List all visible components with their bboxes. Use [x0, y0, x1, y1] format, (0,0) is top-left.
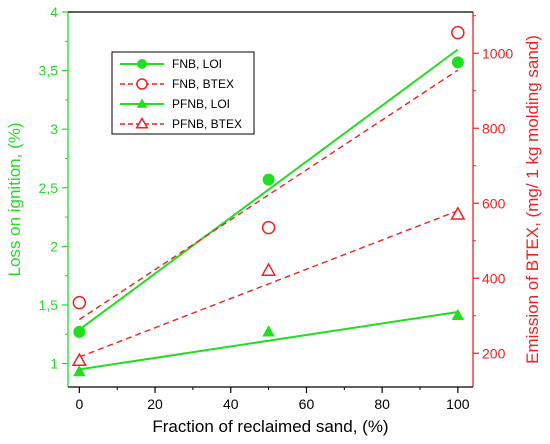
data-point-series-4	[71, 352, 87, 367]
legend-label-2: FNB, BTEX	[172, 77, 234, 91]
left-y-tick-label: 2	[50, 238, 58, 254]
legend-marker-3	[136, 98, 148, 108]
fit-line-series-4	[79, 210, 459, 358]
left-y-tick-label: 3,5	[39, 63, 59, 79]
right-y-axis-title: Emission of BTEX, (mg/ 1 kg molding sand…	[523, 35, 542, 364]
data-point-series-1	[262, 173, 275, 186]
legend-label-1: FNB, LOI	[172, 57, 222, 71]
legend-marker-4	[135, 116, 149, 129]
x-tick-label: 100	[446, 396, 470, 412]
legend-label-3: PFNB, LOI	[172, 97, 230, 111]
right-y-tick-label: 1000	[482, 45, 513, 61]
left-y-tick-label: 1	[50, 356, 58, 372]
x-tick-label: 40	[223, 396, 239, 412]
left-y-tick-label: 4	[50, 4, 58, 20]
x-tick-label: 20	[147, 396, 163, 412]
legend: FNB, LOI FNB, BTEX PFNB, LOI PFNB, BTEX	[111, 51, 255, 135]
x-tick-label: 80	[374, 396, 390, 412]
fit-line-series-3	[79, 311, 459, 371]
data-point-series-3	[451, 308, 465, 321]
legend-marker-2	[136, 78, 148, 90]
left-y-tick-label: 2,5	[39, 180, 59, 196]
data-point-series-2	[72, 295, 87, 310]
x-tick-label: 0	[75, 396, 83, 412]
data-point-series-3	[73, 365, 86, 377]
right-y-tick-label: 800	[482, 120, 506, 136]
right-y-tick-label: 200	[482, 345, 506, 361]
data-point-series-2	[261, 220, 276, 235]
data-point-series-2	[451, 25, 465, 40]
fit-line-series-1	[78, 48, 459, 331]
legend-marker-1	[137, 59, 147, 69]
data-point-series-4	[450, 206, 466, 220]
x-axis-title: Fraction of reclaimed sand, (%)	[152, 417, 388, 436]
left-y-axis-title: Loss on ignition, (%)	[5, 122, 24, 276]
legend-label-4: PFNB, BTEX	[172, 117, 242, 131]
plot-area: 0 20 40 60 80 100 1 1,5 2 2,5 3 3,5 4 200 400 600 800 100…	[39, 4, 514, 412]
left-y-tick-label: 3	[50, 121, 58, 137]
data-point-series-3	[262, 325, 275, 337]
x-tick-label: 60	[299, 396, 315, 412]
data-point-series-1	[451, 56, 464, 69]
data-point-series-1	[73, 325, 86, 338]
left-y-tick-label: 1,5	[39, 297, 59, 313]
right-y-tick-label: 600	[482, 195, 506, 211]
fit-line-series-2	[78, 69, 459, 321]
right-y-tick-label: 400	[482, 270, 506, 286]
data-point-series-4	[261, 262, 277, 277]
legend-box	[111, 51, 255, 135]
